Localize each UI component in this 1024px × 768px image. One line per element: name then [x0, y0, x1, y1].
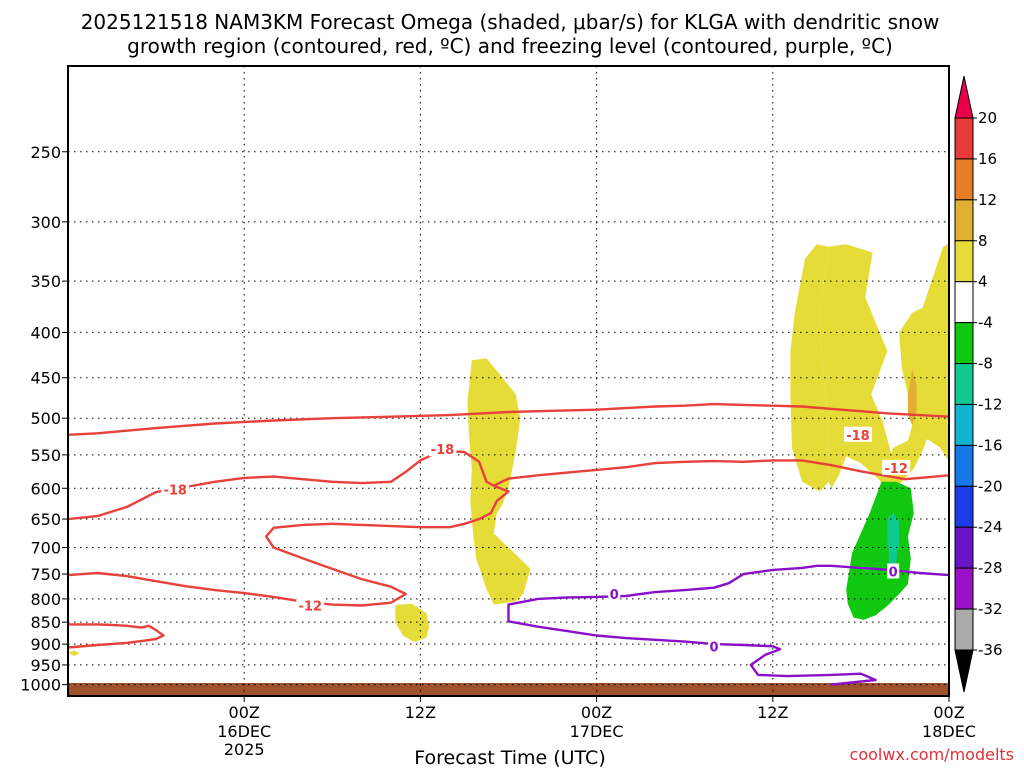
colorbar-label-2: 12	[978, 191, 997, 209]
y-tick-label-350: 350	[30, 272, 61, 291]
contour-label-bg	[843, 426, 872, 442]
colorbar-band-11	[954, 567, 974, 610]
y-tick-label-900: 900	[30, 635, 61, 654]
shaded-omega-neg-a	[846, 481, 914, 620]
title-line-2: growth region (contoured, red, ºC) and f…	[127, 34, 893, 58]
y-tick-label-650: 650	[30, 510, 61, 529]
colorbar-bottom-arrow	[954, 649, 974, 693]
contour-label-bg	[428, 441, 457, 457]
shaded-omega-pos-g	[880, 322, 944, 492]
colorbar-band-10	[954, 526, 974, 569]
y-tick-label-300: 300	[30, 213, 61, 232]
colorbar-band-4	[954, 281, 974, 324]
colorbar-label-12: -32	[978, 600, 1003, 618]
shaded-omega-pos-c	[790, 244, 829, 492]
y-tick-label-800: 800	[30, 590, 61, 609]
terrain-strip	[68, 683, 949, 696]
colorbar-band-5	[954, 322, 974, 365]
colorbar: 20 16 12 8 4 -4 -8 -12 -16 -20 -24 -28 -32 -36	[954, 75, 1003, 693]
plot-area: -18 -18 -12 -18 -12 0 0 0 250 300 350 400 450 500 550 6…	[20, 65, 1003, 759]
colorbar-band-0	[954, 117, 974, 160]
x-tick-date-0: 16DEC	[217, 722, 271, 741]
contour-label-bg	[887, 563, 900, 579]
shaded-omega-pos-o	[68, 650, 80, 656]
colorbar-band-12	[954, 608, 974, 651]
colorbar-label-6: -8	[978, 355, 993, 373]
shaded-omega-pos-b	[819, 244, 894, 489]
x-tick-date-4: 18DEC	[922, 722, 976, 741]
plot-frame	[67, 65, 950, 697]
colorbar-label-5: -4	[978, 314, 993, 332]
y-tick-label-450: 450	[30, 369, 61, 388]
x-axis-label: Forecast Time (UTC)	[414, 747, 605, 768]
x-tick-label-4: 00Z	[933, 703, 964, 722]
contour-freezing-level-0-lower	[507, 620, 877, 686]
contour-label-bg	[882, 459, 911, 475]
y-tick-label-400: 400	[30, 323, 61, 342]
credit-text: coolwx.com/modelts	[850, 745, 1014, 764]
contour-freezing-level-0	[507, 564, 949, 623]
colorbar-band-6	[954, 363, 974, 405]
y-tick-label-700: 700	[30, 539, 61, 558]
contour-label-3: -18	[846, 429, 870, 444]
shaded-omega-pos-a	[467, 358, 531, 605]
contour-dendritic-minus18-lower	[68, 450, 949, 521]
colorbar-band-8	[954, 444, 974, 487]
x-tick-label-3: 12Z	[757, 703, 788, 722]
contour-label-7: 0	[889, 565, 898, 580]
x-tick-year-0: 2025	[224, 740, 265, 759]
contour-dendritic-minus12	[68, 484, 510, 607]
colorbar-label-11: -28	[978, 559, 1003, 577]
shaded-omega-neg-teal-b	[888, 544, 898, 569]
shaded-omega-pos-m	[907, 369, 917, 426]
contour-label-5: 0	[610, 588, 619, 603]
colorbar-label-13: -36	[978, 641, 1003, 659]
contour-label-bg	[161, 481, 190, 497]
contour-dendritic-minus18-upper	[68, 402, 949, 436]
y-tick-label-550: 550	[30, 446, 61, 465]
x-tick-label-1: 12Z	[405, 703, 436, 722]
contour-label-6: 0	[710, 640, 719, 655]
y-tick-label-250: 250	[30, 143, 61, 162]
contour-dendritic-minus12-small	[68, 623, 165, 649]
contour-label-0: -18	[163, 484, 187, 499]
contour-label-4: -12	[884, 462, 908, 477]
colorbar-band-2	[954, 199, 974, 242]
x-tick-date-2: 17DEC	[570, 722, 624, 741]
colorbar-label-0: 20	[978, 109, 997, 127]
y-tick-label-950: 950	[30, 656, 61, 675]
contour-label-2: -12	[299, 600, 323, 615]
plot-inner: -18 -18 -12 -18 -12 0 0 0	[68, 66, 949, 696]
contour-label-bg	[708, 638, 721, 654]
colorbar-band-9	[954, 485, 974, 528]
colorbar-label-9: -20	[978, 477, 1003, 495]
y-tick-label-850: 850	[30, 613, 61, 632]
contour-label-1: -18	[431, 443, 455, 458]
colorbar-band-7	[954, 403, 974, 446]
x-tick-label-0: 00Z	[229, 703, 260, 722]
y-tick-label-500: 500	[30, 409, 61, 428]
colorbar-band-1	[954, 158, 974, 201]
contour-label-bg	[296, 597, 325, 613]
colorbar-label-8: -16	[978, 436, 1003, 454]
colorbar-label-4: 4	[978, 273, 988, 291]
y-tick-label-1000: 1000	[20, 676, 61, 695]
title-line-1: 2025121518 NAM3KM Forecast Omega (shaded…	[81, 10, 940, 34]
x-tick-label-2: 00Z	[581, 703, 612, 722]
colorbar-label-7: -12	[978, 395, 1003, 413]
y-tick-label-750: 750	[30, 565, 61, 584]
colorbar-band-3	[954, 240, 974, 283]
contour-label-bg	[608, 586, 621, 602]
colorbar-label-1: 16	[978, 150, 997, 168]
colorbar-label-10: -24	[978, 518, 1003, 536]
colorbar-label-3: 8	[978, 232, 988, 250]
y-tick-label-600: 600	[30, 479, 61, 498]
